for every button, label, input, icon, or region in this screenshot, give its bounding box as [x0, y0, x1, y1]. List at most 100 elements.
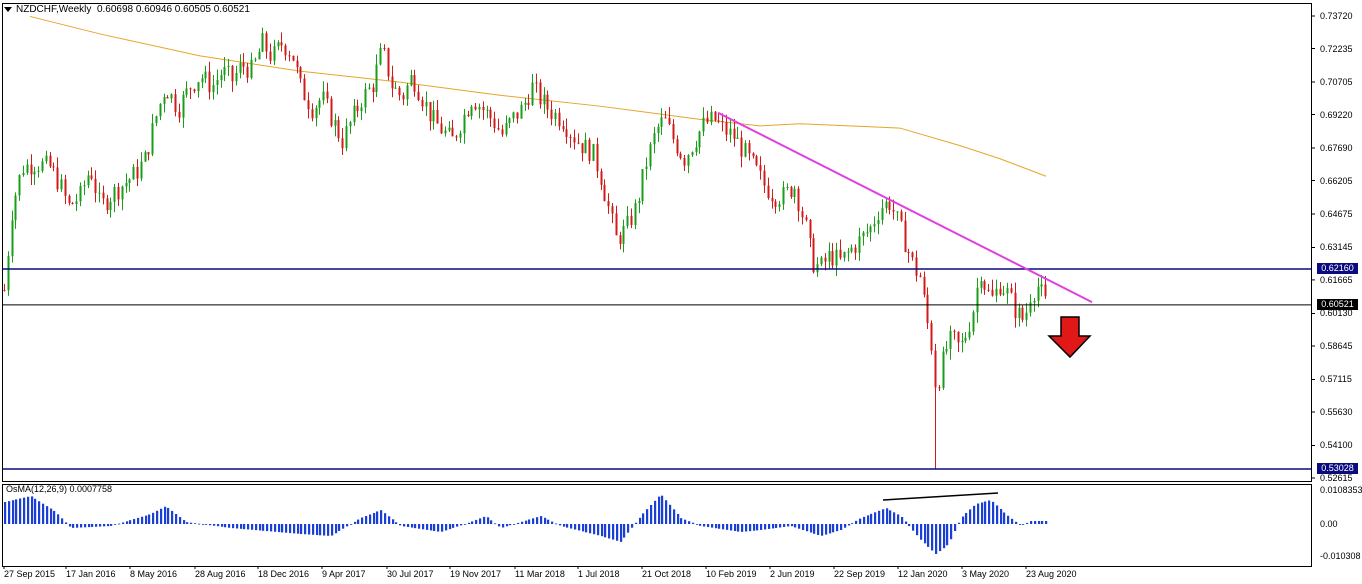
- osma-bar: [631, 524, 634, 528]
- osma-bar: [53, 510, 56, 524]
- candle-body: [1033, 300, 1036, 303]
- osma-bar: [844, 524, 847, 528]
- osma-bar: [441, 524, 444, 532]
- osma-bar: [939, 524, 942, 552]
- candle-body: [170, 94, 173, 99]
- candle-body: [296, 60, 299, 68]
- candle-body: [334, 120, 337, 126]
- osma-bar: [50, 508, 53, 524]
- candle-body: [11, 220, 14, 257]
- osma-bar: [483, 516, 486, 524]
- candle-body: [926, 294, 929, 324]
- osma-bar: [452, 524, 455, 528]
- trendline[interactable]: [717, 111, 1093, 304]
- osma-bar: [509, 524, 512, 526]
- osma-bar: [585, 524, 588, 533]
- candle-body: [657, 126, 660, 134]
- osma-bar: [912, 524, 915, 531]
- candle-body: [493, 118, 496, 129]
- osma-bar: [316, 524, 319, 536]
- osma-bar: [699, 524, 702, 526]
- osma-bar: [555, 523, 558, 525]
- osma-bar: [897, 514, 900, 524]
- osma-bar: [965, 512, 968, 524]
- candle-body: [261, 33, 264, 52]
- osma-bar: [513, 524, 516, 525]
- osma-bar: [247, 524, 250, 530]
- osma-bar: [137, 517, 140, 524]
- candle-body: [22, 172, 25, 176]
- candle-body: [710, 111, 713, 123]
- osma-bar: [72, 524, 75, 528]
- candle-body: [622, 225, 625, 244]
- candle-body: [1037, 286, 1040, 301]
- osma-bar: [179, 517, 182, 524]
- osma-bar: [376, 511, 379, 524]
- osma-bar: [574, 524, 577, 530]
- osma-bar: [1019, 524, 1022, 525]
- osma-bar: [711, 524, 714, 528]
- candle-body: [896, 211, 899, 213]
- osma-bar: [521, 521, 524, 524]
- candle-body: [691, 152, 694, 156]
- osma-bar: [236, 524, 239, 529]
- candle-body: [569, 136, 572, 138]
- candle-body: [812, 238, 815, 273]
- candle-body: [68, 195, 71, 203]
- candle-body: [117, 186, 120, 200]
- osma-bar: [616, 524, 619, 541]
- osma-bar: [623, 524, 626, 538]
- candle-body: [866, 232, 869, 234]
- osma-bar: [118, 523, 121, 525]
- candle-body: [1029, 302, 1032, 313]
- chart-frame: [2, 3, 1315, 569]
- candle-body: [645, 166, 648, 170]
- osma-bar: [836, 524, 839, 532]
- candle-body: [782, 187, 785, 205]
- osma-bar: [958, 522, 961, 524]
- candle-body: [220, 75, 223, 81]
- osma-bar: [635, 522, 638, 524]
- candle-body: [641, 169, 644, 201]
- dropdown-triangle-icon[interactable]: [4, 6, 12, 12]
- candle-body: [1040, 284, 1043, 287]
- candle-body: [140, 161, 143, 179]
- candle-body: [630, 215, 633, 225]
- osma-bar: [110, 524, 113, 526]
- candle-body: [163, 96, 166, 104]
- candle-body: [649, 144, 652, 167]
- candle-body: [961, 340, 964, 343]
- candle-body: [486, 109, 489, 111]
- candle-body: [121, 186, 124, 200]
- osma-bar: [494, 523, 497, 525]
- osma-bar: [312, 524, 315, 535]
- candle-body: [562, 126, 565, 130]
- osma-bar: [80, 524, 83, 528]
- osma-bar: [186, 522, 189, 524]
- osma-bar: [658, 496, 661, 524]
- candle-body: [862, 232, 865, 237]
- candle-body: [83, 185, 86, 187]
- osma-bar: [65, 522, 68, 524]
- osma-bar: [889, 510, 892, 524]
- osma-bar: [213, 524, 216, 526]
- osma-bar: [692, 522, 695, 524]
- osma-bar: [357, 519, 360, 524]
- candle-body: [976, 287, 979, 313]
- candle-body: [356, 105, 359, 112]
- osma-bar: [278, 524, 281, 533]
- horizontal-levels[interactable]: [3, 268, 1311, 470]
- osma-bar: [878, 510, 881, 524]
- candle-body: [546, 94, 549, 110]
- osma-bar: [8, 501, 11, 524]
- osma-bar: [612, 524, 615, 540]
- candle-body: [7, 256, 10, 291]
- candle-body: [638, 200, 641, 204]
- candle-body: [907, 251, 910, 253]
- candle-body: [345, 126, 348, 149]
- candle-body: [307, 100, 310, 110]
- osma-bar: [285, 524, 288, 533]
- candle-body: [231, 65, 234, 82]
- candle-body: [193, 89, 196, 92]
